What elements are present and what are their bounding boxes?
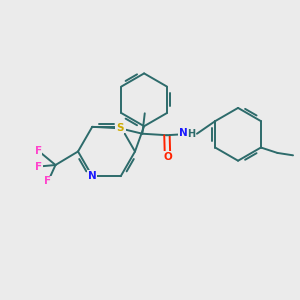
Text: F: F <box>34 146 42 156</box>
Text: F: F <box>44 176 52 187</box>
Text: N: N <box>179 128 188 138</box>
Text: N: N <box>116 122 125 132</box>
Text: O: O <box>163 152 172 162</box>
Text: S: S <box>116 123 124 133</box>
Text: N: N <box>88 171 97 181</box>
Text: H: H <box>188 129 196 139</box>
Text: F: F <box>35 161 43 172</box>
